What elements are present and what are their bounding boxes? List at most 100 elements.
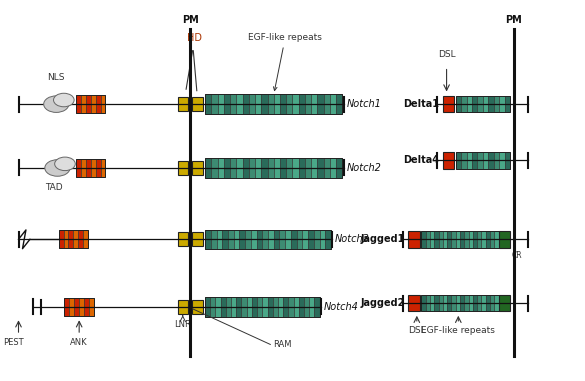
Bar [205, 297, 319, 317]
Bar [243, 158, 249, 178]
Bar [481, 295, 486, 311]
Bar [95, 159, 101, 177]
Text: PM: PM [505, 15, 522, 25]
Bar [205, 94, 211, 114]
Bar [505, 96, 510, 112]
Bar [473, 231, 477, 248]
Bar [261, 158, 267, 178]
Bar [283, 297, 288, 317]
Bar [205, 229, 331, 249]
Bar [224, 94, 230, 114]
Bar [460, 295, 464, 311]
Bar [421, 231, 498, 248]
Bar [464, 295, 469, 311]
Bar [421, 231, 426, 248]
Text: DSL: DSL [408, 326, 426, 335]
Bar [273, 297, 278, 317]
Bar [434, 231, 439, 248]
Bar [205, 158, 342, 178]
Bar [486, 231, 490, 248]
Bar [243, 94, 249, 114]
Bar [74, 298, 79, 316]
Bar [302, 229, 308, 249]
Bar [498, 295, 510, 311]
Bar [64, 298, 94, 316]
Bar [286, 158, 292, 178]
Bar [286, 94, 292, 114]
Bar [267, 158, 274, 178]
Bar [192, 97, 203, 111]
Bar [215, 297, 221, 317]
Bar [311, 158, 318, 178]
Bar [255, 158, 261, 178]
Text: PEST: PEST [4, 338, 24, 347]
Bar [305, 94, 311, 114]
Bar [79, 298, 84, 316]
Bar [274, 94, 280, 114]
Bar [499, 152, 505, 169]
Bar [490, 295, 494, 311]
Bar [324, 158, 330, 178]
Bar [308, 229, 314, 249]
Bar [488, 96, 494, 112]
Bar [456, 231, 460, 248]
Bar [483, 152, 488, 169]
Bar [205, 229, 211, 249]
Bar [460, 231, 464, 248]
Bar [101, 95, 105, 113]
Bar [226, 297, 231, 317]
Bar [477, 96, 483, 112]
Bar [257, 297, 262, 317]
Bar [236, 94, 243, 114]
Bar [95, 95, 101, 113]
Bar [426, 295, 430, 311]
Bar [257, 229, 262, 249]
Bar [477, 152, 483, 169]
Bar [297, 229, 302, 249]
Bar [464, 231, 469, 248]
Bar [324, 94, 330, 114]
Bar [230, 94, 236, 114]
Bar [84, 230, 88, 248]
Bar [280, 158, 286, 178]
Bar [69, 298, 74, 316]
Bar [288, 297, 294, 317]
Bar [461, 96, 467, 112]
Bar [239, 229, 245, 249]
Bar [472, 96, 477, 112]
Bar [211, 229, 216, 249]
Bar [443, 295, 447, 311]
Bar [330, 94, 336, 114]
Bar [75, 159, 105, 177]
Text: Notch2: Notch2 [346, 163, 381, 173]
Bar [305, 158, 311, 178]
Bar [456, 152, 510, 169]
Bar [221, 297, 226, 317]
Bar [91, 159, 95, 177]
Bar [469, 295, 473, 311]
Bar [247, 297, 252, 317]
Bar [216, 229, 222, 249]
Bar [228, 229, 233, 249]
Bar [494, 96, 499, 112]
Bar [268, 229, 274, 249]
Bar [314, 229, 319, 249]
Bar [75, 95, 105, 113]
Bar [261, 94, 267, 114]
Text: TAD: TAD [44, 183, 62, 192]
Bar [408, 231, 419, 248]
Text: Delta4: Delta4 [403, 155, 439, 165]
Bar [218, 158, 224, 178]
Text: LNR: LNR [174, 320, 191, 329]
Text: CR: CR [511, 251, 522, 259]
Bar [336, 158, 342, 178]
Bar [211, 94, 218, 114]
Bar [262, 297, 267, 317]
Bar [81, 159, 85, 177]
Bar [434, 295, 439, 311]
Bar [285, 229, 291, 249]
Bar [477, 231, 481, 248]
Bar [91, 95, 95, 113]
Bar [439, 295, 443, 311]
Text: ANK: ANK [70, 338, 88, 347]
